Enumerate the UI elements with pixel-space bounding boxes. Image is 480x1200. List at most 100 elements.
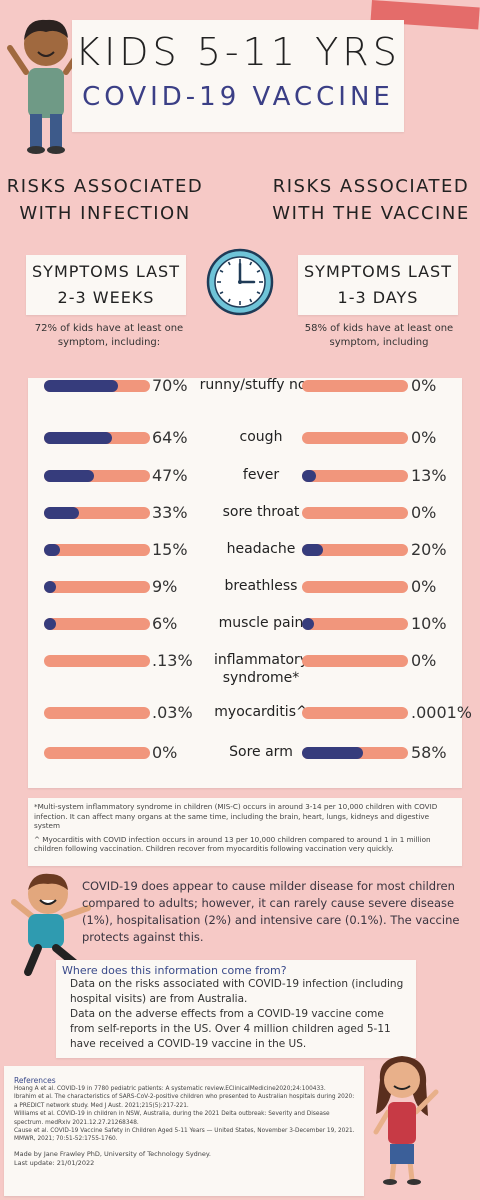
- vaccine-percent: 13%: [411, 466, 447, 485]
- vaccine-duration-card: SYMPTOMS LAST 1-3 DAYS: [298, 255, 458, 315]
- infection-bar-fill: [44, 470, 94, 482]
- vaccine-percent: 0%: [411, 577, 437, 596]
- vaccine-bar-track: [302, 432, 408, 444]
- reference-item: Ibrahim et al. The characteristics of SA…: [14, 1094, 355, 1109]
- vaccine-bar-fill: [302, 544, 324, 556]
- symptom-label: inflammatory syndrome*: [213, 652, 309, 686]
- infection-percent: 6%: [152, 614, 178, 633]
- infection-bar-fill: [44, 507, 79, 519]
- vaccine-bar-track: [302, 618, 408, 630]
- footnote-card: *Multi-system inflammatory syndrome in c…: [28, 798, 462, 866]
- vaccine-bar-track: [302, 470, 408, 482]
- symptom-label: cough: [239, 429, 283, 445]
- infection-bar-fill: [44, 432, 112, 444]
- last-update: Last update: 21/01/2022: [14, 1158, 95, 1167]
- heading-line: RISKS ASSOCIATED: [6, 176, 204, 197]
- infection-bar-track: [44, 544, 150, 556]
- references-heading: References: [14, 1076, 56, 1085]
- symptom-label: Sore arm: [229, 744, 293, 760]
- duration-line: 2-3 WEEKS: [57, 288, 155, 307]
- symptom-label: muscle pain: [218, 615, 304, 631]
- data-source-card: Where does this information come from? D…: [56, 960, 416, 1058]
- symptom-comparison-table: 70% runny/stuffy nose 0% 64% cough 0% 47% fever…: [28, 376, 472, 788]
- infection-bar-track: [44, 581, 150, 593]
- table-row: 6% muscle pain 10%: [28, 614, 462, 654]
- reference-item: Williams et al. COVID-19 in children in …: [14, 1111, 330, 1126]
- infection-percent: .13%: [152, 651, 193, 670]
- jumping-boy-illustration-icon: [11, 873, 91, 976]
- infection-percent: 64%: [152, 428, 188, 447]
- infection-bar-track: [44, 470, 150, 482]
- infection-bar-track: [44, 707, 150, 719]
- vaccine-bar-track: [302, 380, 408, 392]
- infection-bar-track: [44, 432, 150, 444]
- vaccine-bar-fill: [302, 618, 314, 630]
- source-paragraph-australia: Data on the risks associated with COVID-…: [70, 978, 404, 1005]
- vaccine-bar-fill: [302, 747, 364, 759]
- symptom-label: sore throat: [222, 504, 300, 520]
- infection-percent: 15%: [152, 540, 188, 559]
- table-row: .13% inflammatory syndrome* 0%: [28, 651, 462, 691]
- source-heading: Where does this information come from?: [62, 964, 287, 977]
- table-row: 9% breathless 0%: [28, 577, 462, 617]
- infection-percent: 9%: [152, 577, 178, 596]
- table-row: 64% cough 0%: [28, 428, 462, 468]
- symptom-label: breathless: [224, 578, 298, 594]
- boy-illustration-icon: [7, 19, 85, 154]
- vaccine-percent: 0%: [411, 428, 437, 447]
- infection-percent: 47%: [152, 466, 188, 485]
- infection-bar-track: [44, 380, 150, 392]
- table-row: .03% myocarditis^ .0001%: [28, 703, 472, 743]
- author-credit: Made by Jane Frawley PhD, University of …: [14, 1149, 211, 1158]
- page-title: KIDS 5-11 YRS: [75, 30, 401, 74]
- vaccine-bar-track: [302, 655, 408, 667]
- infection-percent: .03%: [152, 703, 193, 722]
- reference-item: Hoang A et al. COVID-19 in 7780 pediatri…: [14, 1086, 326, 1092]
- infection-percent: 0%: [152, 743, 178, 762]
- vaccine-bar-track: [302, 747, 408, 759]
- infection-bar-track: [44, 655, 150, 667]
- infection-bar-track: [44, 507, 150, 519]
- page-subtitle: COVID-19 VACCINE: [82, 82, 394, 112]
- references-card: References Hoang A et al. COVID-19 in 77…: [4, 1066, 364, 1196]
- title-card: KIDS 5-11 YRS COVID-19 VACCINE: [72, 20, 404, 132]
- duration-line: 1-3 DAYS: [337, 288, 419, 307]
- source-paragraph-us: Data on the adverse effects from a COVID…: [70, 1008, 391, 1050]
- vaccine-bar-track: [302, 581, 408, 593]
- vaccine-percent: .0001%: [411, 703, 473, 722]
- table-row: 15% headache 20%: [28, 540, 462, 580]
- clock-icon: [206, 248, 274, 316]
- infection-bar-track: [44, 747, 150, 759]
- infection-intro-text: 72% of kids have at least one symptom, i…: [34, 323, 184, 348]
- vaccine-percent: 0%: [411, 503, 437, 522]
- infection-bar-fill: [44, 380, 119, 392]
- infection-percent: 33%: [152, 503, 188, 522]
- heading-line: RISKS ASSOCIATED: [272, 176, 470, 197]
- table-row: 33% sore throat 0%: [28, 503, 462, 543]
- girl-illustration-icon: [373, 1056, 439, 1185]
- infection-percent: 70%: [152, 376, 188, 395]
- duration-line: SYMPTOMS LAST: [304, 262, 452, 281]
- infection-bar-fill: [44, 618, 56, 630]
- symptom-label: headache: [226, 541, 296, 557]
- symptom-label: fever: [242, 467, 280, 483]
- infection-bar-fill: [44, 544, 60, 556]
- table-row: 70% runny/stuffy nose 0%: [28, 376, 462, 416]
- vaccine-percent: 0%: [411, 651, 437, 670]
- vaccine-intro-text: 58% of kids have at least one symptom, i…: [304, 323, 454, 348]
- heading-line: WITH THE VACCINE: [272, 203, 470, 224]
- infection-bar-track: [44, 618, 150, 630]
- vaccine-bar-track: [302, 544, 408, 556]
- infection-duration-card: SYMPTOMS LAST 2-3 WEEKS: [26, 255, 186, 315]
- vaccine-risk-heading: RISKS ASSOCIATED WITH THE VACCINE: [262, 173, 480, 227]
- infection-bar-fill: [44, 581, 56, 593]
- vaccine-percent: 20%: [411, 540, 447, 559]
- vaccine-percent: 58%: [411, 743, 447, 762]
- vaccine-bar-fill: [302, 470, 316, 482]
- reference-item: Cause et al. COVID-19 Vaccine Safety in …: [14, 1128, 355, 1143]
- infection-risk-heading: RISKS ASSOCIATED WITH INFECTION: [0, 173, 210, 227]
- vaccine-bar-track: [302, 707, 408, 719]
- mis-c-footnote: *Multi-system inflammatory syndrome in c…: [34, 802, 438, 830]
- myocarditis-footnote: ^ Myocarditis with COVID infection occur…: [34, 834, 431, 854]
- summary-message: COVID-19 does appear to cause milder dis…: [82, 879, 460, 944]
